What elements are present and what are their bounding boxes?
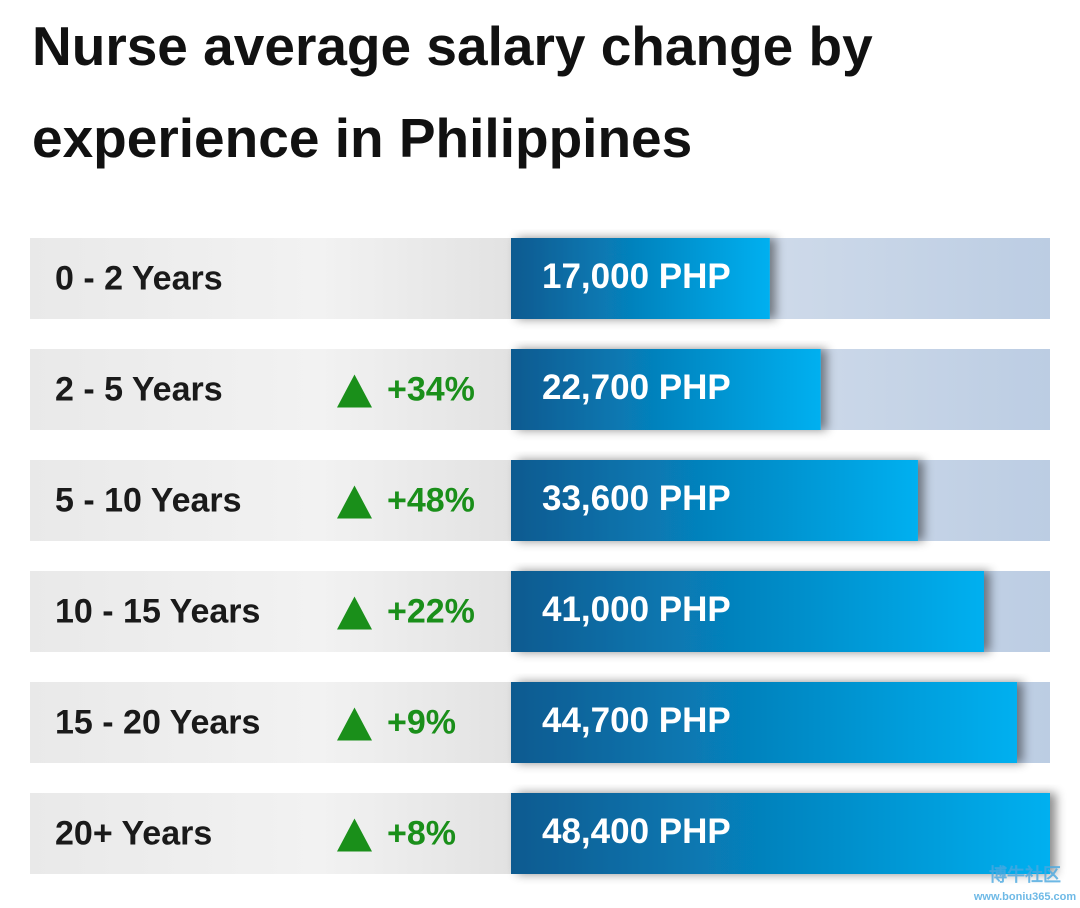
change-label: +22% — [387, 592, 475, 630]
row-label-panel — [30, 238, 511, 319]
value-label: 44,700 PHP — [542, 701, 731, 740]
value-label: 48,400 PHP — [542, 812, 731, 851]
watermark-url: www.boniu365.com — [973, 891, 1076, 903]
row-label-panel — [30, 571, 511, 652]
change-label: +34% — [387, 370, 475, 408]
bar — [511, 460, 918, 541]
value-label: 22,700 PHP — [542, 368, 731, 407]
change-label: +8% — [387, 814, 456, 852]
category-label: 10 - 15 Years — [55, 592, 260, 630]
watermark-name: 博牛社区 — [989, 864, 1061, 885]
change-label: +48% — [387, 481, 475, 519]
up-arrow — [337, 707, 372, 741]
row-label-panel — [30, 682, 511, 763]
row-label-panel — [30, 460, 511, 541]
chart-title: Nurse average salary change by experienc… — [32, 15, 873, 169]
up-arrow — [337, 485, 372, 519]
up-arrow — [337, 374, 372, 408]
bar — [511, 571, 984, 652]
up-arrow — [337, 596, 372, 630]
bar — [511, 238, 770, 319]
bar — [511, 349, 821, 430]
category-label: 15 - 20 Years — [55, 703, 260, 741]
bar — [511, 682, 1017, 763]
change-label: +9% — [387, 703, 456, 741]
value-label: 17,000 PHP — [542, 257, 731, 296]
category-label: 20+ Years — [55, 814, 212, 852]
row-label-panel — [30, 349, 511, 430]
value-label: 33,600 PHP — [542, 479, 731, 518]
value-label: 41,000 PHP — [542, 590, 731, 629]
category-label: 2 - 5 Years — [55, 370, 223, 408]
category-label: 0 - 2 Years — [55, 259, 223, 297]
row-label-panel — [30, 793, 511, 874]
up-arrow — [337, 818, 372, 852]
category-label: 5 - 10 Years — [55, 481, 242, 519]
bar — [511, 793, 1050, 874]
